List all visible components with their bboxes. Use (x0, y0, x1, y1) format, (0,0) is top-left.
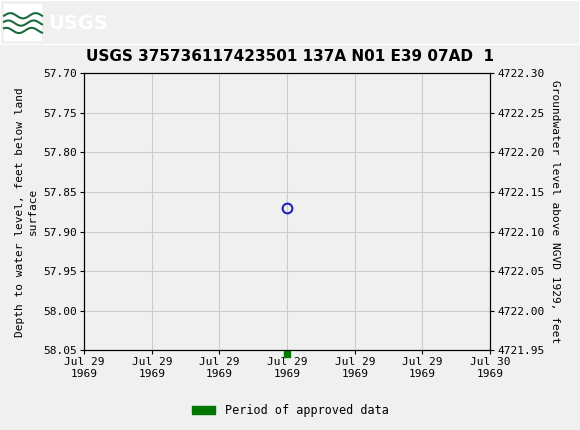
Y-axis label: Depth to water level, feet below land
surface: Depth to water level, feet below land su… (16, 87, 38, 337)
Y-axis label: Groundwater level above NGVD 1929, feet: Groundwater level above NGVD 1929, feet (550, 80, 560, 344)
Bar (4, 4, 42, 41)
Legend: Period of approved data: Period of approved data (187, 399, 393, 422)
Text: USGS 375736117423501 137A N01 E39 07AD  1: USGS 375736117423501 137A N01 E39 07AD 1 (86, 49, 494, 64)
Text: USGS: USGS (48, 14, 108, 33)
